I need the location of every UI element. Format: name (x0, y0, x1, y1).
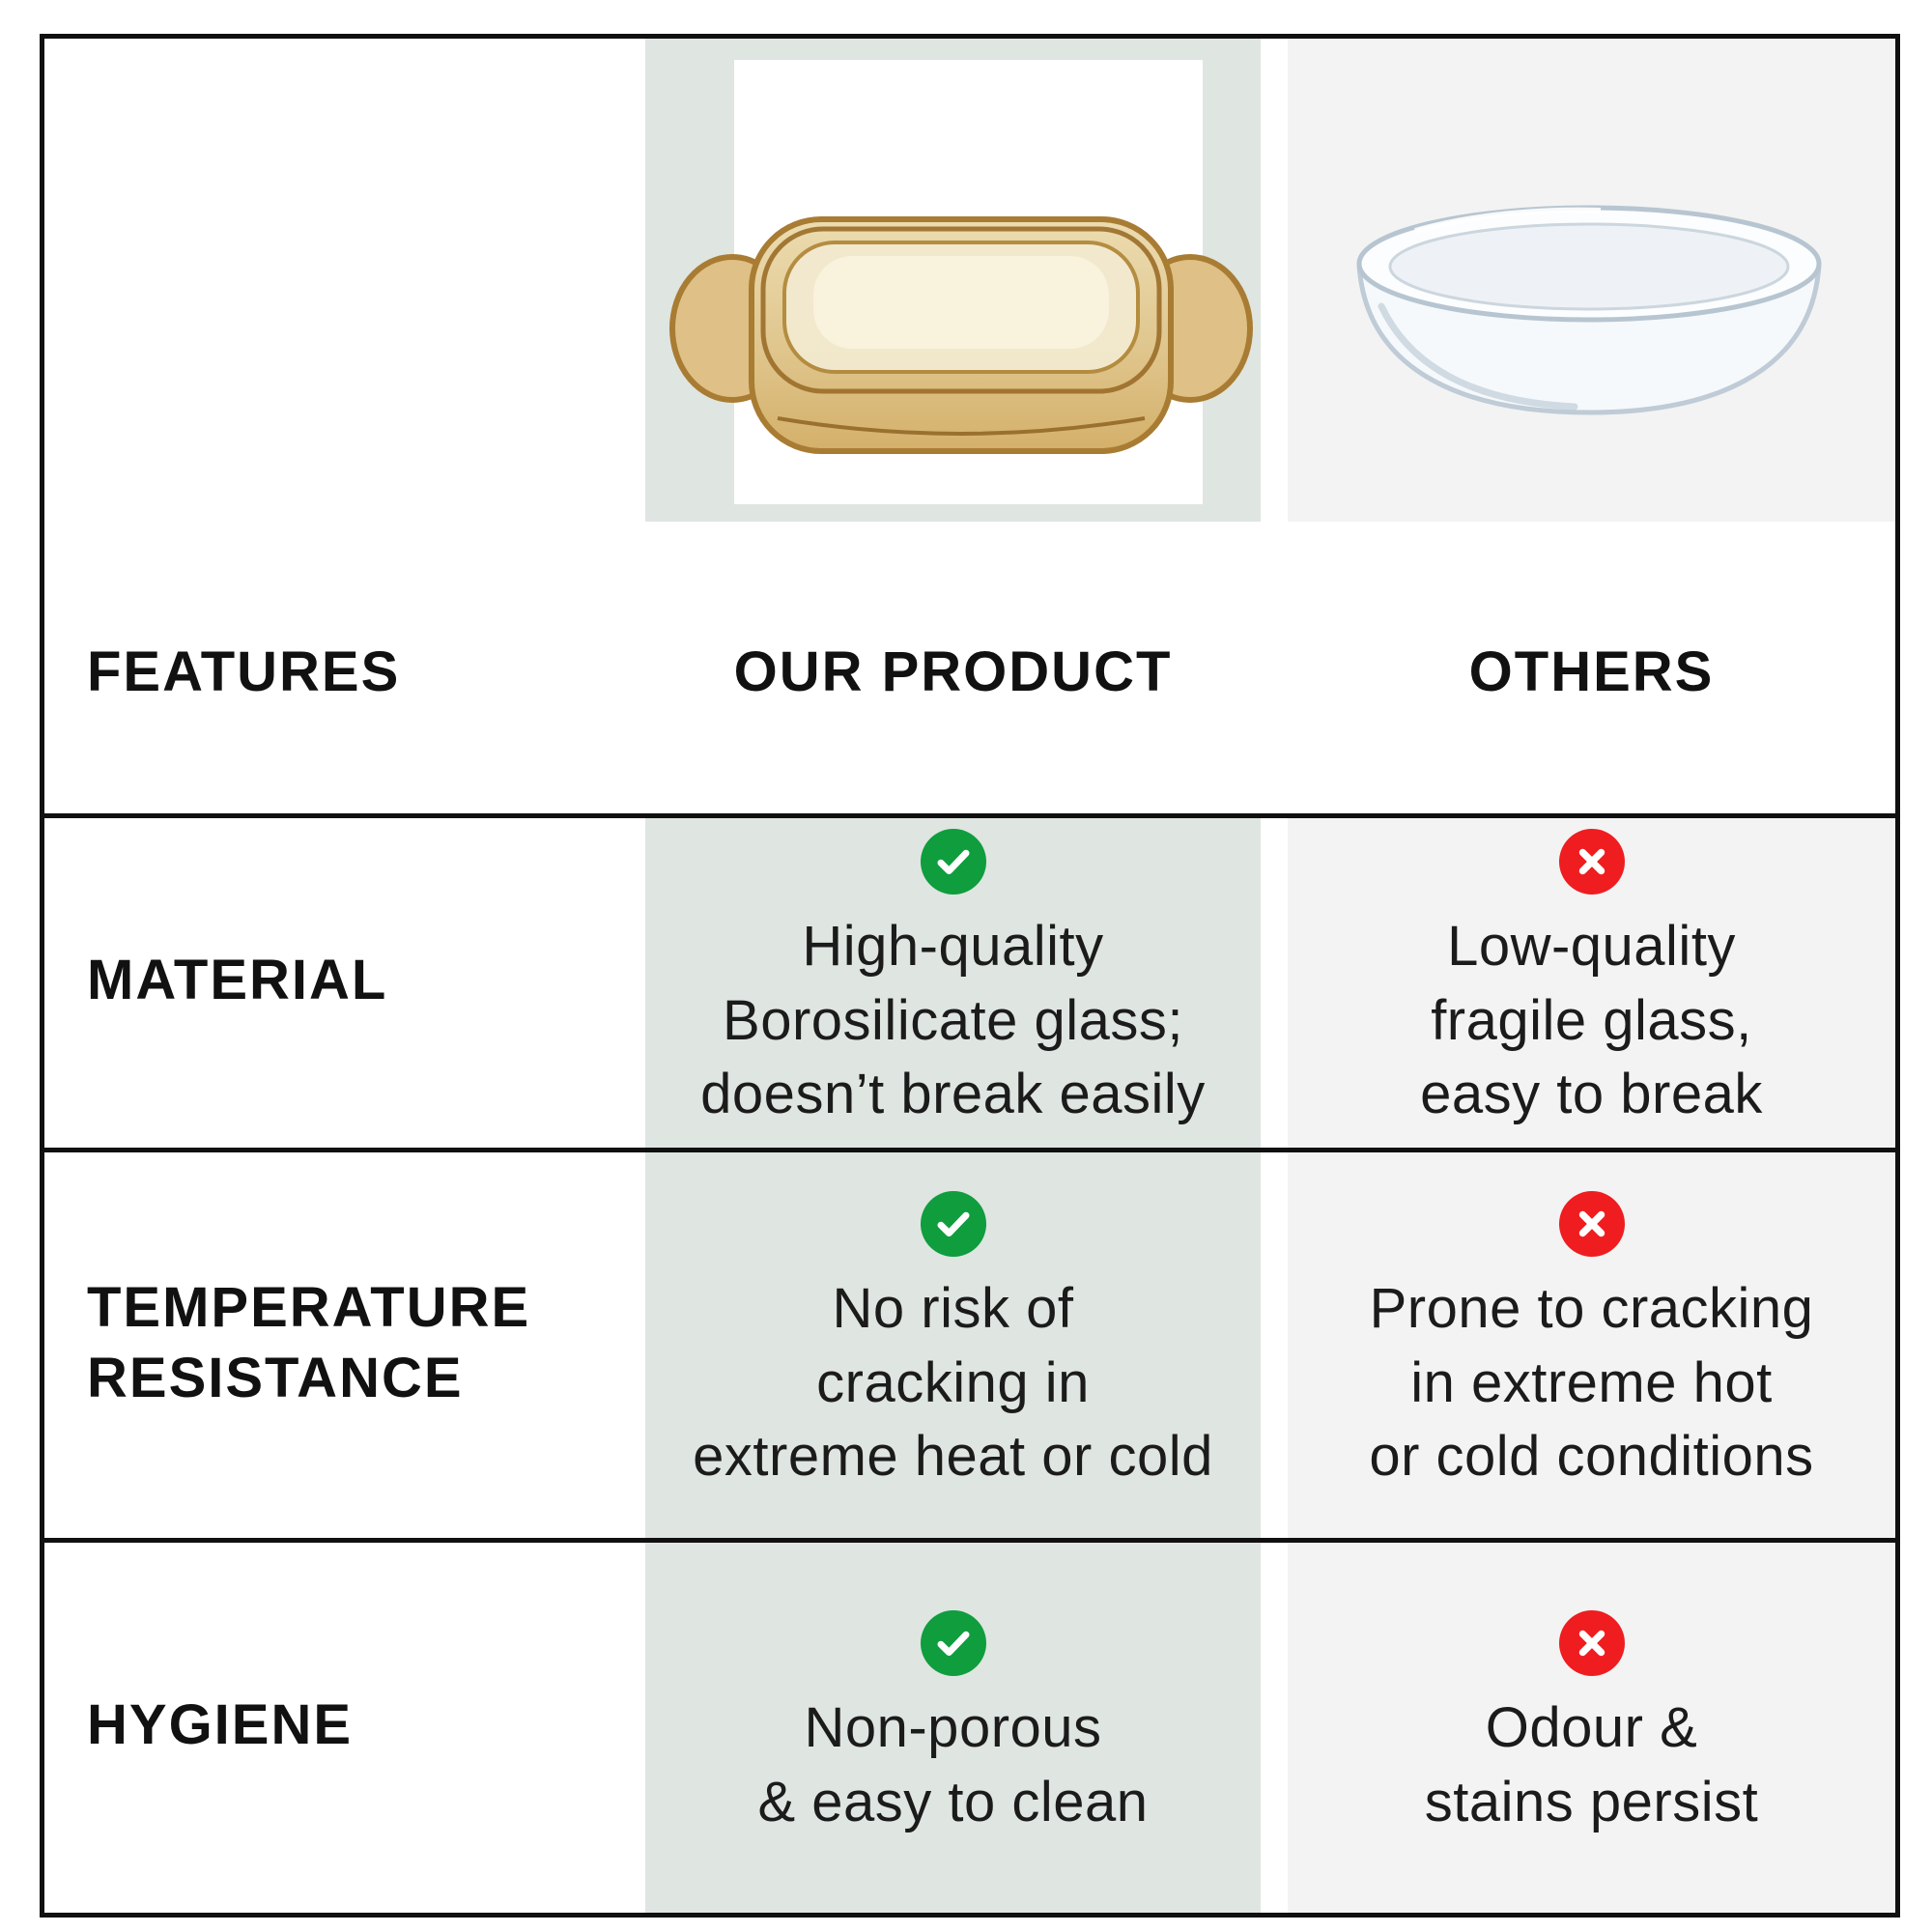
column-header-others: OTHERS (1468, 639, 1715, 703)
cell-temperature-others: Prone to cracking in extreme hot or cold… (1288, 1148, 1895, 1538)
check-icon (920, 829, 986, 895)
cross-icon (1558, 1191, 1625, 1258)
others-column-band (1288, 813, 1895, 1913)
column-header-our-product: OUR PRODUCT (733, 639, 1173, 703)
clear-dish-image (1356, 205, 1822, 415)
feature-label-line: MATERIAL (87, 949, 388, 1012)
cell-text-line: cracking in (816, 1350, 1090, 1414)
feature-label-line: RESISTANCE (87, 1347, 464, 1409)
cell-text-line: doesn’t break easily (700, 1063, 1206, 1126)
cross-icon (1558, 829, 1625, 895)
row-divider (44, 1538, 1895, 1543)
cell-hygiene-others: Odour & stains persist (1288, 1538, 1895, 1913)
amber-dish-image (669, 216, 1253, 454)
cell-text-line: & easy to clean (757, 1771, 1149, 1833)
cell-text-line: Non-porous (804, 1696, 1102, 1760)
column-header-features: FEATURES (87, 639, 401, 703)
cell-text-line: Prone to cracking (1369, 1277, 1814, 1341)
feature-label-line: HYGIENE (87, 1693, 354, 1757)
cross-icon (1558, 1610, 1625, 1677)
cell-text-line: in extreme hot (1410, 1350, 1773, 1414)
cell-text-line: Low-quality (1447, 915, 1736, 979)
cell-text-line: fragile glass, (1431, 988, 1752, 1052)
feature-label-line: TEMPERATURE (87, 1275, 531, 1339)
check-icon (920, 1610, 986, 1677)
cell-text-line: Odour & (1485, 1696, 1698, 1760)
feature-label-material: MATERIAL (87, 813, 628, 1148)
cell-text-line: Borosilicate glass; (723, 988, 1183, 1052)
feature-label-temperature-resistance: TEMPERATURE RESISTANCE (87, 1148, 628, 1538)
check-icon (920, 1191, 986, 1258)
cell-temperature-our-product: No risk of cracking in extreme heat or c… (645, 1148, 1261, 1538)
row-divider (44, 1148, 1895, 1152)
cell-material-others: Low-quality fragile glass, easy to break (1288, 813, 1895, 1148)
feature-label-hygiene: HYGIENE (87, 1538, 628, 1913)
our-product-column-band (645, 813, 1261, 1913)
cell-text-line: easy to break (1420, 1063, 1763, 1126)
cell-text-line: stains persist (1424, 1771, 1759, 1833)
cell-material-our-product: High-quality Borosilicate glass; doesn’t… (645, 813, 1261, 1148)
row-divider (44, 813, 1895, 818)
cell-text-line: High-quality (802, 915, 1104, 979)
cell-hygiene-our-product: Non-porous & easy to clean (645, 1538, 1261, 1913)
cell-text-line: extreme heat or cold (693, 1425, 1213, 1489)
cell-text-line: No risk of (832, 1277, 1074, 1341)
cell-text-line: or cold conditions (1369, 1425, 1814, 1489)
